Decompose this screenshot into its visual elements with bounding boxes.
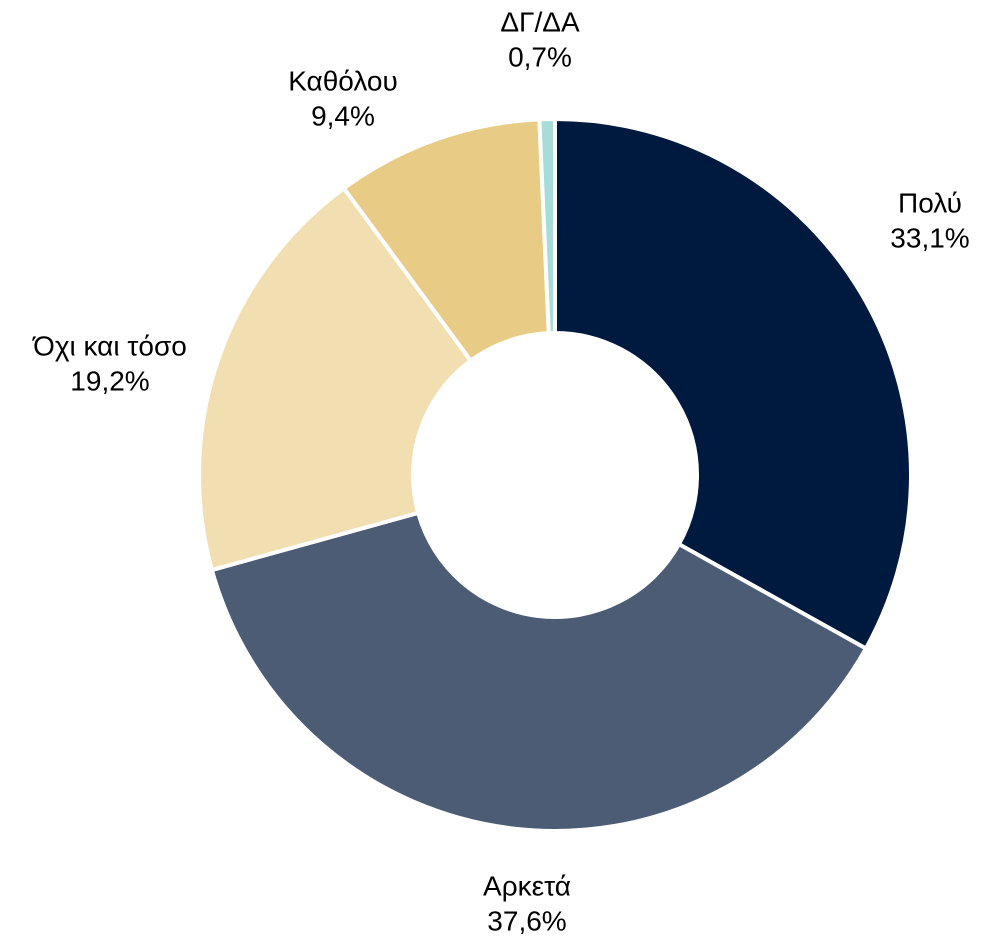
- donut-slice: [209, 510, 869, 833]
- slice-label: Όχι και τόσο: [32, 330, 187, 361]
- slice-value-label: 0,7%: [508, 41, 572, 72]
- donut-slice: [341, 117, 551, 364]
- donut-slice: [197, 185, 474, 573]
- slice-value-label: 19,2%: [70, 365, 149, 396]
- slice-label: Αρκετά: [483, 870, 571, 901]
- slice-label: ΔΓ/ΔΑ: [500, 6, 580, 37]
- donut-slice: [553, 116, 913, 652]
- slice-label: Καθόλου: [288, 65, 398, 96]
- donut-slice: [537, 116, 557, 336]
- slice-label: Πολύ: [898, 187, 962, 218]
- slice-value-label: 37,6%: [487, 905, 566, 936]
- slice-value-label: 33,1%: [890, 222, 969, 253]
- slice-value-label: 9,4%: [311, 100, 375, 131]
